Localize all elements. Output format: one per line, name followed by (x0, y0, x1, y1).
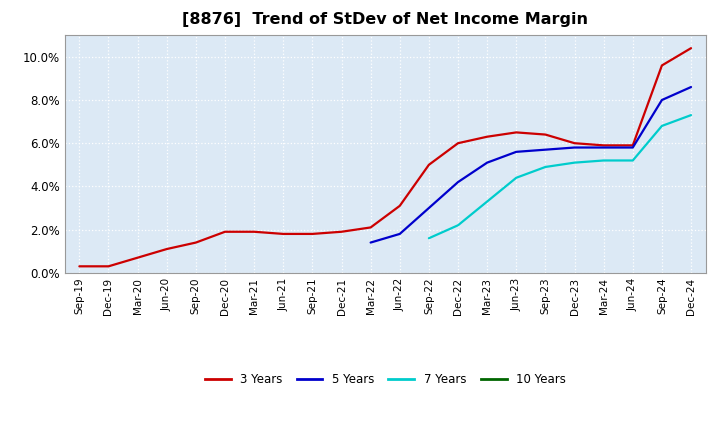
3 Years (337, 229, 346, 235)
3 Years (104, 264, 113, 269)
7 Years (541, 164, 550, 169)
3 Years (395, 203, 404, 209)
Legend: 3 Years, 5 Years, 7 Years, 10 Years: 3 Years, 5 Years, 7 Years, 10 Years (200, 368, 570, 390)
3 Years (220, 229, 229, 235)
7 Years (599, 158, 608, 163)
5 Years (512, 149, 521, 154)
3 Years (687, 45, 696, 51)
3 Years (541, 132, 550, 137)
7 Years (512, 175, 521, 180)
3 Years (163, 246, 171, 252)
3 Years (599, 143, 608, 148)
3 Years (629, 143, 637, 148)
3 Years (512, 130, 521, 135)
5 Years (599, 145, 608, 150)
5 Years (570, 145, 579, 150)
5 Years (395, 231, 404, 237)
Line: 5 Years: 5 Years (371, 87, 691, 242)
3 Years (570, 140, 579, 146)
3 Years (366, 225, 375, 230)
7 Years (454, 223, 462, 228)
5 Years (483, 160, 492, 165)
3 Years (133, 255, 142, 260)
Title: [8876]  Trend of StDev of Net Income Margin: [8876] Trend of StDev of Net Income Marg… (182, 12, 588, 27)
3 Years (250, 229, 258, 235)
7 Years (629, 158, 637, 163)
7 Years (570, 160, 579, 165)
Line: 3 Years: 3 Years (79, 48, 691, 266)
3 Years (279, 231, 287, 237)
3 Years (483, 134, 492, 139)
5 Years (629, 145, 637, 150)
5 Years (366, 240, 375, 245)
7 Years (483, 199, 492, 204)
7 Years (687, 113, 696, 118)
3 Years (75, 264, 84, 269)
5 Years (425, 205, 433, 211)
5 Years (541, 147, 550, 152)
7 Years (657, 123, 666, 128)
3 Years (192, 240, 200, 245)
3 Years (454, 140, 462, 146)
5 Years (657, 97, 666, 103)
3 Years (657, 63, 666, 68)
3 Years (425, 162, 433, 168)
5 Years (454, 180, 462, 185)
5 Years (687, 84, 696, 90)
Line: 7 Years: 7 Years (429, 115, 691, 238)
3 Years (308, 231, 317, 237)
7 Years (425, 235, 433, 241)
